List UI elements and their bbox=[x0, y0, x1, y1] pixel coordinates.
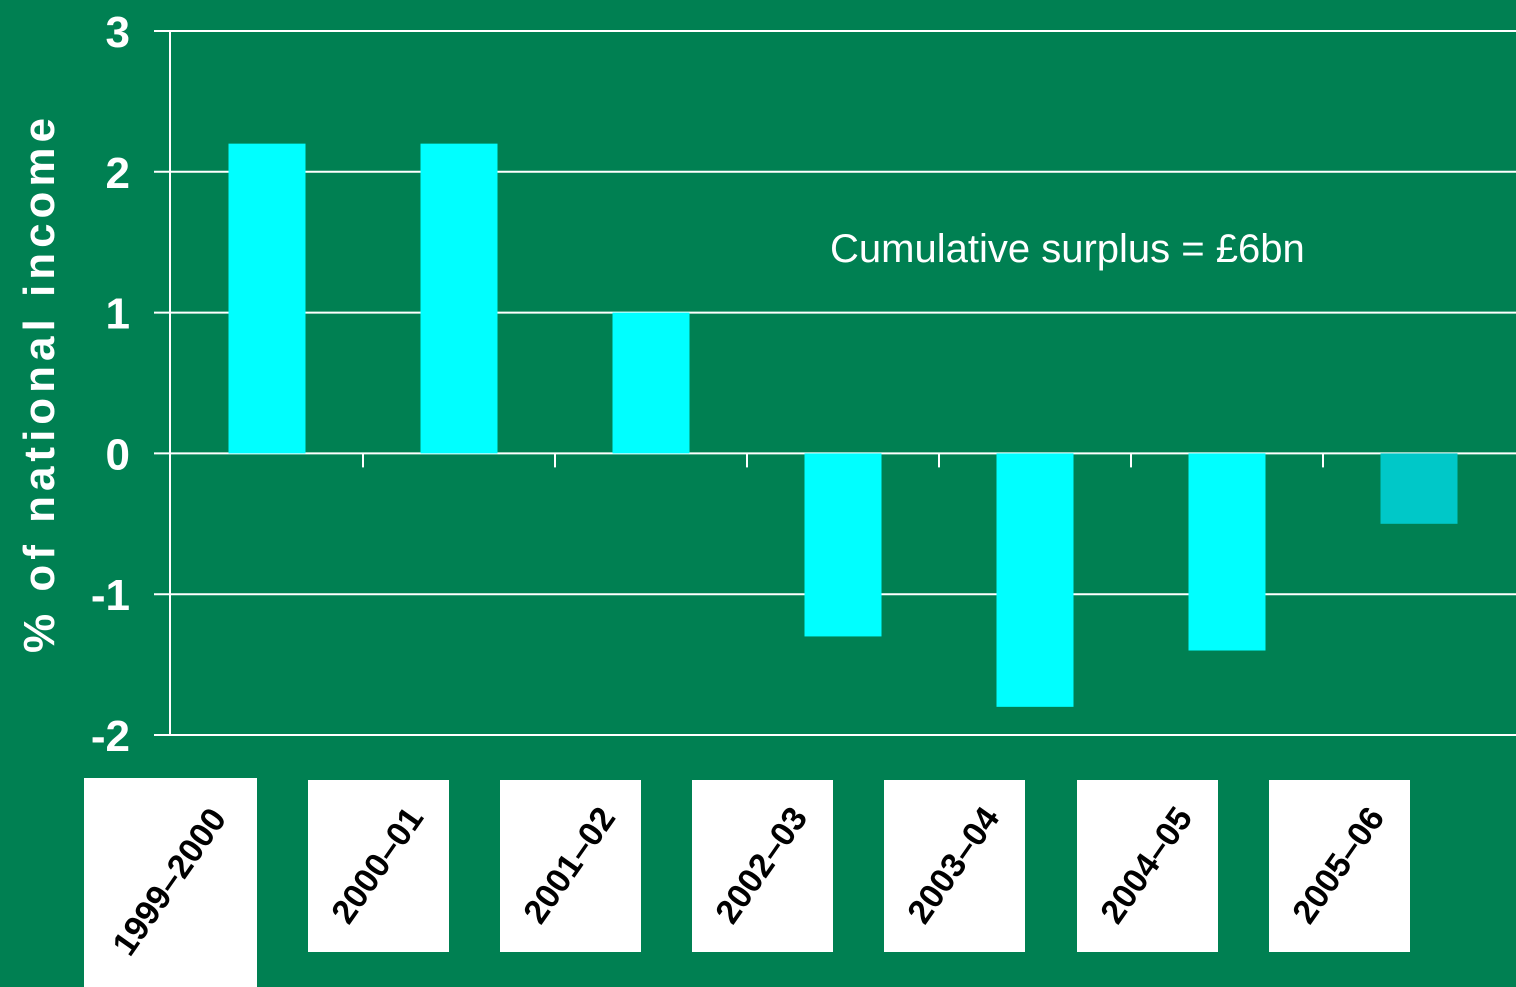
annotation: Cumulative surplus = £6bn bbox=[830, 227, 1305, 271]
x-label-box bbox=[84, 778, 257, 987]
y-tick-labels: 3 2 1 0 -1 -2 bbox=[91, 8, 130, 761]
bar bbox=[996, 453, 1074, 707]
x-label-box bbox=[692, 780, 833, 952]
bar bbox=[1380, 453, 1458, 524]
x-tick-labels: 1999–2000 2000–01 2001–02 2002–03 2003–04 200… bbox=[84, 778, 1410, 987]
y-tick-label: -1 bbox=[91, 571, 130, 620]
bar bbox=[420, 143, 498, 454]
y-tick-label: 2 bbox=[106, 149, 130, 198]
bar bbox=[1188, 453, 1266, 651]
bar bbox=[804, 453, 882, 637]
y-tick-label: -2 bbox=[91, 712, 130, 761]
x-label-box bbox=[884, 780, 1025, 952]
x-label-box bbox=[500, 780, 641, 952]
y-axis-label: % of national income bbox=[15, 112, 64, 654]
x-label-box bbox=[308, 780, 449, 952]
bar bbox=[612, 312, 690, 454]
x-label-box bbox=[1269, 780, 1410, 952]
y-tick-label: 0 bbox=[106, 430, 130, 479]
bar bbox=[228, 143, 306, 454]
axes bbox=[169, 31, 1324, 735]
x-label-box bbox=[1077, 780, 1218, 952]
y-tick-label: 3 bbox=[106, 8, 130, 57]
y-tick-label: 1 bbox=[106, 290, 130, 339]
bars bbox=[228, 143, 1458, 707]
